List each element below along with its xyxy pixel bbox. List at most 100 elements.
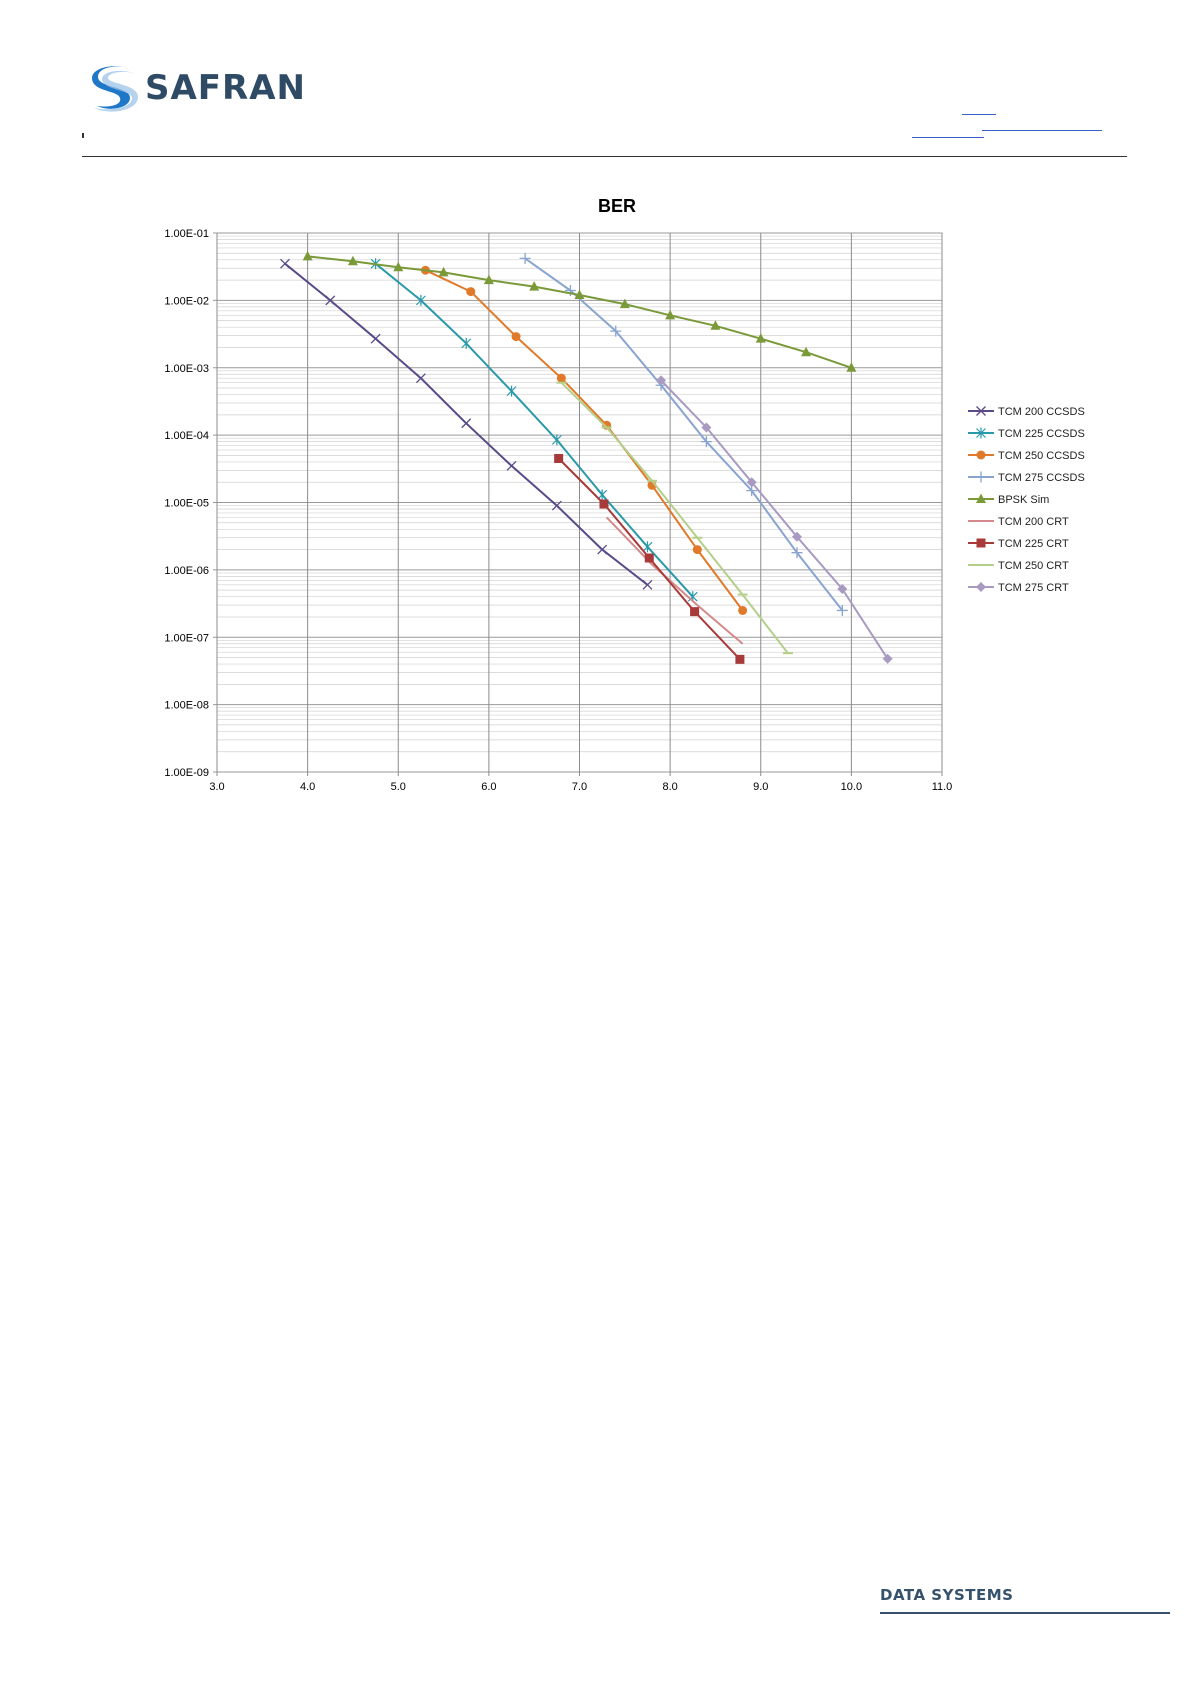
- data-point: [846, 362, 857, 372]
- y-tick-label: 1.00E-09: [164, 767, 209, 779]
- data-point: [415, 373, 426, 384]
- data-point: [801, 346, 812, 357]
- data-point: [483, 274, 494, 285]
- legend-entry: TCM 200 CCSDS: [968, 406, 1085, 418]
- data-point: [599, 499, 609, 509]
- data-point: [280, 258, 290, 269]
- legend-label: TCM 200 CCSDS: [998, 406, 1085, 418]
- data-point: [701, 422, 712, 433]
- legend-label: BPSK Sim: [998, 494, 1049, 506]
- x-tick-label: 10.0: [841, 781, 862, 793]
- series-tcm-275-crt: [656, 375, 893, 664]
- data-point: [975, 471, 987, 483]
- x-tick-label: 11.0: [932, 781, 953, 793]
- x-tick-label: 6.0: [481, 781, 496, 793]
- data-point: [692, 545, 702, 555]
- data-point: [347, 255, 358, 266]
- data-point: [755, 333, 766, 343]
- legend-entry: TCM 275 CRT: [968, 582, 1069, 594]
- data-point: [393, 261, 404, 272]
- y-tick-label: 1.00E-08: [164, 700, 209, 712]
- data-point: [710, 320, 721, 330]
- data-point: [461, 337, 472, 349]
- y-tick-label: 1.00E-07: [164, 632, 209, 644]
- data-point: [642, 541, 653, 553]
- data-point: [466, 287, 476, 297]
- series-line: [424, 269, 744, 611]
- data-point: [792, 531, 802, 542]
- x-tick-label: 3.0: [209, 781, 224, 793]
- data-point: [791, 547, 803, 559]
- data-point: [597, 544, 608, 555]
- x-tick-label: 4.0: [300, 781, 315, 793]
- series-tcm-200-ccsds: [280, 258, 653, 590]
- header-link-line: [982, 130, 1102, 131]
- data-point: [438, 266, 449, 277]
- series-line: [660, 379, 889, 660]
- data-point: [976, 406, 986, 416]
- series-tcm-200-crt: [605, 516, 744, 645]
- header-link-line: [962, 114, 996, 115]
- data-point: [519, 252, 531, 264]
- legend-label: TCM 250 CRT: [998, 560, 1069, 572]
- legend-entry: BPSK Sim: [968, 493, 1049, 506]
- series-line: [374, 262, 694, 598]
- safran-s-icon: [92, 66, 138, 112]
- y-tick-label: 1.00E-02: [164, 295, 209, 307]
- y-tick-label: 1.00E-04: [164, 430, 209, 442]
- data-point: [610, 325, 622, 337]
- data-point: [370, 333, 381, 344]
- series-tcm-225-ccsds: [370, 258, 698, 603]
- footer-brand: DATA SYSTEMS: [880, 1586, 1014, 1604]
- x-tick-label: 8.0: [662, 781, 677, 793]
- y-tick-label: 1.00E-05: [164, 498, 209, 510]
- y-tick-label: 1.00E-03: [164, 363, 209, 375]
- data-point: [882, 653, 893, 664]
- y-tick-label: 1.00E-06: [164, 565, 209, 577]
- series-bpsk-sim: [302, 250, 857, 372]
- data-point: [506, 460, 517, 471]
- data-point: [554, 453, 564, 463]
- data-point: [976, 538, 986, 548]
- legend-entry: TCM 200 CRT: [968, 516, 1069, 528]
- data-point: [976, 582, 986, 592]
- footer-rule: [880, 1612, 1170, 1614]
- legend-label: TCM 275 CCSDS: [998, 472, 1085, 484]
- x-tick-label: 7.0: [572, 781, 587, 793]
- data-point: [415, 294, 426, 306]
- legend-label: TCM 225 CCSDS: [998, 428, 1085, 440]
- data-point: [551, 434, 562, 446]
- data-point: [665, 309, 676, 320]
- data-point: [506, 385, 517, 397]
- series-tcm-225-crt: [554, 453, 745, 664]
- legend-entry: TCM 250 CRT: [968, 560, 1069, 572]
- series-line: [560, 381, 789, 654]
- data-point: [690, 607, 700, 617]
- series-tcm-250-crt: [556, 381, 793, 655]
- y-tick-label: 1.00E-01: [164, 228, 209, 240]
- x-tick-label: 5.0: [391, 781, 406, 793]
- data-point: [656, 375, 667, 386]
- legend-label: TCM 225 CRT: [998, 538, 1069, 550]
- data-point: [976, 427, 986, 439]
- data-point: [511, 332, 521, 342]
- data-point: [735, 654, 745, 664]
- data-point: [642, 579, 653, 590]
- ber-chart: BER 1.00E-09 1.00E-08 1.00E-07 1.00E-06 1.00…: [164, 196, 1085, 793]
- x-tick-label: 9.0: [753, 781, 768, 793]
- series-line: [605, 516, 744, 645]
- legend-entry: TCM 225 CCSDS: [968, 427, 1085, 440]
- data-point: [836, 604, 848, 616]
- data-point: [976, 450, 986, 460]
- legend-entry: TCM 225 CRT: [968, 538, 1069, 550]
- data-point: [302, 250, 313, 261]
- chart-title: BER: [598, 196, 636, 216]
- data-point: [574, 289, 585, 300]
- header-mark: [82, 133, 84, 138]
- safran-logo: SAFRAN: [92, 62, 322, 118]
- data-point: [738, 605, 748, 615]
- data-point: [551, 500, 562, 511]
- data-point: [556, 373, 566, 383]
- data-point: [746, 477, 757, 488]
- legend-entry: TCM 250 CCSDS: [968, 450, 1085, 462]
